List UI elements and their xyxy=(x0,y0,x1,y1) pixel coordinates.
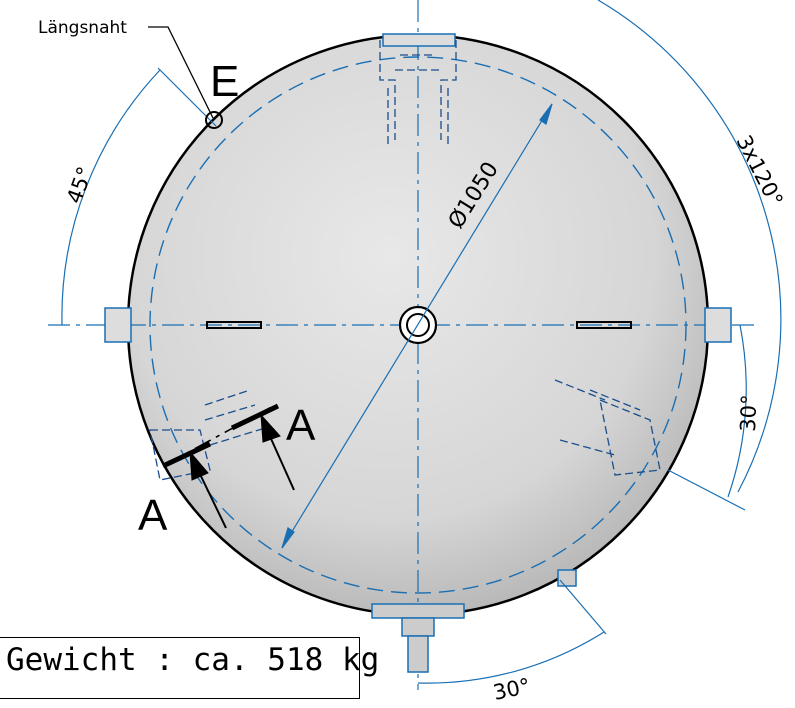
section-right-label: A xyxy=(286,401,316,450)
bottom-angle-label: 30° xyxy=(491,674,532,705)
detail-label: E xyxy=(210,57,239,106)
bottom-nozzle xyxy=(371,569,577,673)
weight-label: Gewicht : ca. 518 kg xyxy=(6,642,380,678)
section-line xyxy=(161,403,295,529)
seam-label: Längsnaht xyxy=(38,18,127,38)
bottom-angle-arc xyxy=(417,579,607,684)
pattern-angle-label: 3x120° xyxy=(732,131,788,210)
hidden-bottom-right-bracket xyxy=(554,379,661,476)
weight-box: Gewicht : ca. 518 kg xyxy=(0,637,379,699)
side-stubs xyxy=(104,33,732,343)
right-angle-label: 30° xyxy=(736,394,761,432)
hidden-top-bracket xyxy=(379,40,457,145)
right-angle-arc xyxy=(727,324,747,498)
seam-callout xyxy=(148,26,223,129)
slot-marks xyxy=(206,321,632,329)
diameter-dimension xyxy=(281,103,553,549)
hidden-bottom-left-bracket xyxy=(149,389,266,481)
pattern-angle-arc xyxy=(597,0,782,511)
top-left-angle-label: 45° xyxy=(62,164,97,207)
section-left-label: A xyxy=(138,491,168,540)
